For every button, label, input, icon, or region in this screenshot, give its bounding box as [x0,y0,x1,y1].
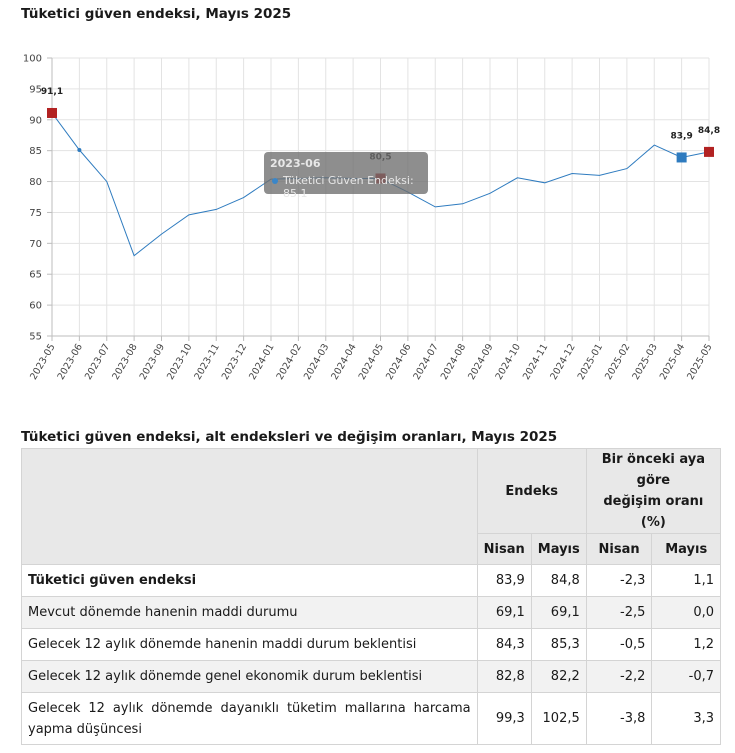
cell-value: 69,1 [530,596,587,629]
x-tick-label: 2023-11 [192,342,221,380]
y-tick-label: 75 [29,208,42,219]
cell-value: 69,1 [476,596,532,629]
x-tick-label: 2023-06 [56,342,85,380]
data-point-marker [47,107,57,118]
index-table: Endeks Bir önceki aya göre değişim oranı… [21,448,722,745]
x-tick-label: 2024-05 [357,342,386,380]
y-tick-label: 90 [29,115,42,126]
y-tick-label: 80 [29,177,42,188]
table-row: Gelecek 12 aylık dönemde dayanıklı tüket… [21,692,721,745]
line-chart: 5560657075808590951002023-052023-062023-… [23,54,720,381]
row-label: Tüketici güven endeksi [21,564,478,597]
cell-value: -2,2 [585,660,653,693]
header-change-line1: Bir önceki aya [601,452,705,467]
x-tick-label: 2023-07 [83,342,112,380]
x-tick-label: 2023-05 [28,342,57,380]
cell-value: 84,3 [476,628,532,661]
row-label: Mevcut dönemde hanenin maddi durumu [21,596,478,629]
y-tick-label: 65 [29,270,42,281]
x-tick-label: 2023-08 [110,342,139,380]
x-tick-label: 2024-02 [275,342,304,380]
x-tick-label: 2024-08 [439,342,468,380]
y-tick-label: 60 [29,301,42,312]
y-tick-label: 95 [29,84,42,95]
data-point-marker [704,146,714,157]
x-tick-label: 2024-07 [411,342,440,380]
cell-value: 99,3 [476,692,532,745]
table-row: Mevcut dönemde hanenin maddi durumu 69,1… [21,596,721,629]
data-label: 84,8 [698,126,720,136]
cell-value: 82,8 [476,660,532,693]
y-tick-label: 100 [23,54,42,65]
y-tick-label: 55 [29,332,42,343]
header-change-rate: Bir önceki aya göre değişim oranı (%) [585,448,722,534]
cell-value: 83,9 [476,564,532,597]
subheader-endeks-nisan: Nisan [476,533,532,565]
y-tick-label: 85 [29,146,42,157]
x-tick-label: 2024-09 [466,342,495,380]
cell-value: 85,3 [530,628,587,661]
x-tick-label: 2024-11 [521,342,550,380]
y-tick-label: 70 [29,239,42,250]
header-change-line3: değişim oranı (%) [603,494,704,530]
x-tick-label: 2023-09 [138,342,167,380]
subheader-change-nisan: Nisan [585,533,653,565]
table-row: Gelecek 12 aylık dönemde hanenin maddi d… [21,628,721,661]
tooltip-date: 2023-06 [270,157,321,170]
data-label: 91,1 [41,87,63,97]
x-tick-label: 2024-10 [494,342,523,380]
x-tick-label: 2025-05 [685,342,714,380]
table-row: Gelecek 12 aylık dönemde genel ekonomik … [21,660,721,693]
hover-point [77,148,82,153]
cell-value: -0,5 [585,628,653,661]
x-tick-label: 2023-10 [165,342,194,380]
table-row: Tüketici güven endeksi 83,9 84,8 -2,3 1,… [21,564,721,597]
header-empty-cell [21,448,478,565]
header-endeks: Endeks [476,448,587,534]
x-tick-label: 2024-12 [548,342,577,380]
subheader-endeks-mayis: Mayıs [530,533,587,565]
cell-value: -2,3 [585,564,653,597]
x-tick-label: 2025-01 [576,342,605,380]
cell-value: 102,5 [530,692,587,745]
row-label: Gelecek 12 aylık dönemde hanenin maddi d… [21,628,478,661]
x-tick-label: 2025-03 [630,342,659,380]
chart-tooltip: 2023-06 Tüketici Güven Endeksi: 85.1 [264,152,428,200]
x-tick-label: 2024-01 [247,342,276,380]
x-tick-label: 2025-02 [603,342,632,380]
cell-value: 82,2 [530,660,587,693]
data-point-marker [676,152,687,163]
cell-value: 0,0 [651,596,721,629]
cell-value: 1,2 [651,628,721,661]
table-title: Tüketici güven endeksi, alt endeksleri v… [21,429,558,445]
cell-value: 84,8 [530,564,587,597]
cell-value: -3,8 [585,692,653,745]
cell-value: 1,1 [651,564,721,597]
cell-value: 3,3 [651,692,721,745]
data-label: 83,9 [671,131,693,141]
x-tick-label: 2024-06 [384,342,413,380]
row-label: Gelecek 12 aylık dönemde genel ekonomik … [21,660,478,693]
tooltip-series-dot [272,178,278,184]
row-label: Gelecek 12 aylık dönemde dayanıklı tüket… [21,692,478,745]
cell-value: -0,7 [651,660,721,693]
cell-value: -2,5 [585,596,653,629]
x-tick-label: 2023-12 [220,342,249,380]
subheader-change-mayis: Mayıs [651,533,721,565]
chart-title: Tüketici güven endeksi, Mayıs 2025 [21,6,292,22]
x-tick-label: 2025-04 [658,342,687,380]
x-tick-label: 2024-03 [302,342,331,380]
x-tick-label: 2024-04 [329,342,358,380]
tooltip-text: Tüketici Güven Endeksi: 85.1 [283,174,414,200]
header-change-line2: göre [636,473,671,488]
